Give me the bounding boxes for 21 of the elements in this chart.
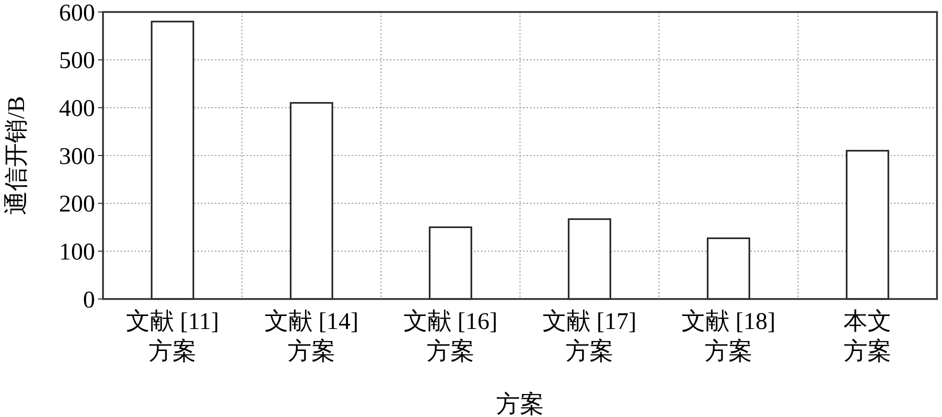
bar [706,237,750,300]
x-tick-label: 文献 [16] 方案 [404,308,498,365]
x-tick-label: 文献 [11] 方案 [126,308,220,365]
y-tick-label: 200 [59,192,95,218]
y-tick-label: 300 [59,144,95,170]
bar [846,150,890,300]
y-tick-label: 400 [59,96,95,122]
y-tick-label: 100 [59,240,95,266]
y-axis-title: 通信开销/B [4,96,30,215]
x-tick-label: 本文方案 [844,308,892,365]
x-tick-label: 文献 [18] 方案 [682,308,776,365]
x-tick-label: 文献 [14] 方案 [264,308,358,365]
bar [290,102,334,300]
bar [428,226,472,300]
bar [568,218,612,300]
bar [150,20,194,300]
x-axis-title: 方案 [496,391,544,417]
y-tick-label: 0 [83,287,95,314]
y-tick-label: 500 [59,48,95,74]
y-tick-label: 600 [59,0,95,26]
x-tick-label: 文献 [17] 方案 [542,308,636,365]
